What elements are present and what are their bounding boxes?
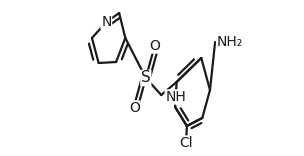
Text: N: N [101,15,112,29]
Text: S: S [141,71,151,85]
Text: NH₂: NH₂ [217,35,243,49]
Text: O: O [129,101,140,115]
Text: Cl: Cl [179,136,193,150]
Text: NH: NH [165,90,186,104]
Text: O: O [150,39,161,53]
